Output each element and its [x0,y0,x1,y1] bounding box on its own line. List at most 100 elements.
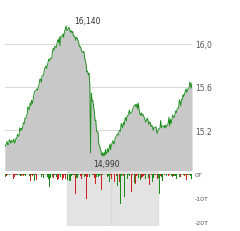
Bar [149,174,150,185]
Bar [111,171,158,226]
Bar [52,174,53,177]
Bar [132,174,133,175]
Bar [77,174,78,178]
Bar [115,174,116,179]
Bar [175,174,176,176]
Bar [78,174,79,176]
Bar [67,174,68,180]
Bar [81,174,82,179]
Bar [189,174,190,175]
Bar [186,174,187,180]
Bar [42,174,43,175]
Bar [167,174,168,175]
Bar [58,174,59,179]
Bar [169,174,170,175]
Bar [100,174,101,175]
Bar [15,174,16,176]
Bar [14,174,15,177]
Bar [84,174,85,177]
Bar [137,174,138,175]
Bar [154,174,155,176]
Bar [158,174,159,178]
Bar [130,174,131,175]
Bar [108,174,109,176]
Bar [92,174,93,175]
Bar [141,174,142,178]
Bar [32,174,33,176]
Bar [73,174,74,175]
Bar [34,174,35,181]
Bar [93,174,94,175]
Bar [159,174,160,194]
Text: 16,140: 16,140 [74,17,101,26]
Bar [172,174,173,178]
Bar [87,174,88,177]
Bar [47,174,48,177]
Bar [171,174,172,177]
Bar [33,174,34,175]
Bar [164,174,165,175]
Bar [89,174,90,178]
Bar [96,174,97,177]
Bar [109,174,110,182]
Bar [151,174,152,175]
Bar [82,174,83,175]
Bar [74,174,75,175]
Bar [60,174,61,177]
Bar [49,174,50,187]
Bar [45,174,46,175]
Bar [148,174,149,178]
Bar [18,174,19,175]
Bar [55,174,56,175]
Bar [161,174,162,178]
Bar [50,174,51,178]
Bar [41,174,42,177]
Bar [57,174,58,181]
Bar [5,174,6,177]
Bar [69,174,70,181]
Bar [98,174,99,178]
Bar [21,174,22,176]
Bar [70,174,71,181]
Bar [8,174,9,175]
Bar [22,174,23,175]
Bar [190,174,191,176]
Bar [162,174,163,179]
Bar [176,174,177,179]
Bar [7,174,8,175]
Bar [13,174,14,179]
Bar [35,174,36,175]
Bar [153,174,154,179]
Bar [102,174,103,176]
Bar [65,174,66,179]
Bar [114,174,115,183]
Bar [160,174,161,176]
Bar [43,174,44,179]
Bar [67,171,111,226]
Bar [180,174,181,177]
Bar [166,174,167,176]
Bar [143,174,144,176]
Bar [117,174,118,186]
Bar [188,174,189,176]
Bar [62,174,63,180]
Bar [123,174,124,176]
Bar [101,174,102,191]
Bar [75,174,76,194]
Bar [29,174,30,176]
Bar [185,174,186,175]
Bar [30,174,31,176]
Bar [112,174,113,175]
Bar [187,174,188,175]
Bar [157,174,158,179]
Bar [110,174,111,175]
Bar [54,174,55,175]
Bar [121,174,122,177]
Bar [23,174,24,176]
Bar [128,174,129,175]
Bar [107,174,108,177]
Bar [17,174,18,176]
Bar [127,174,128,179]
Bar [168,174,169,176]
Bar [72,174,73,175]
